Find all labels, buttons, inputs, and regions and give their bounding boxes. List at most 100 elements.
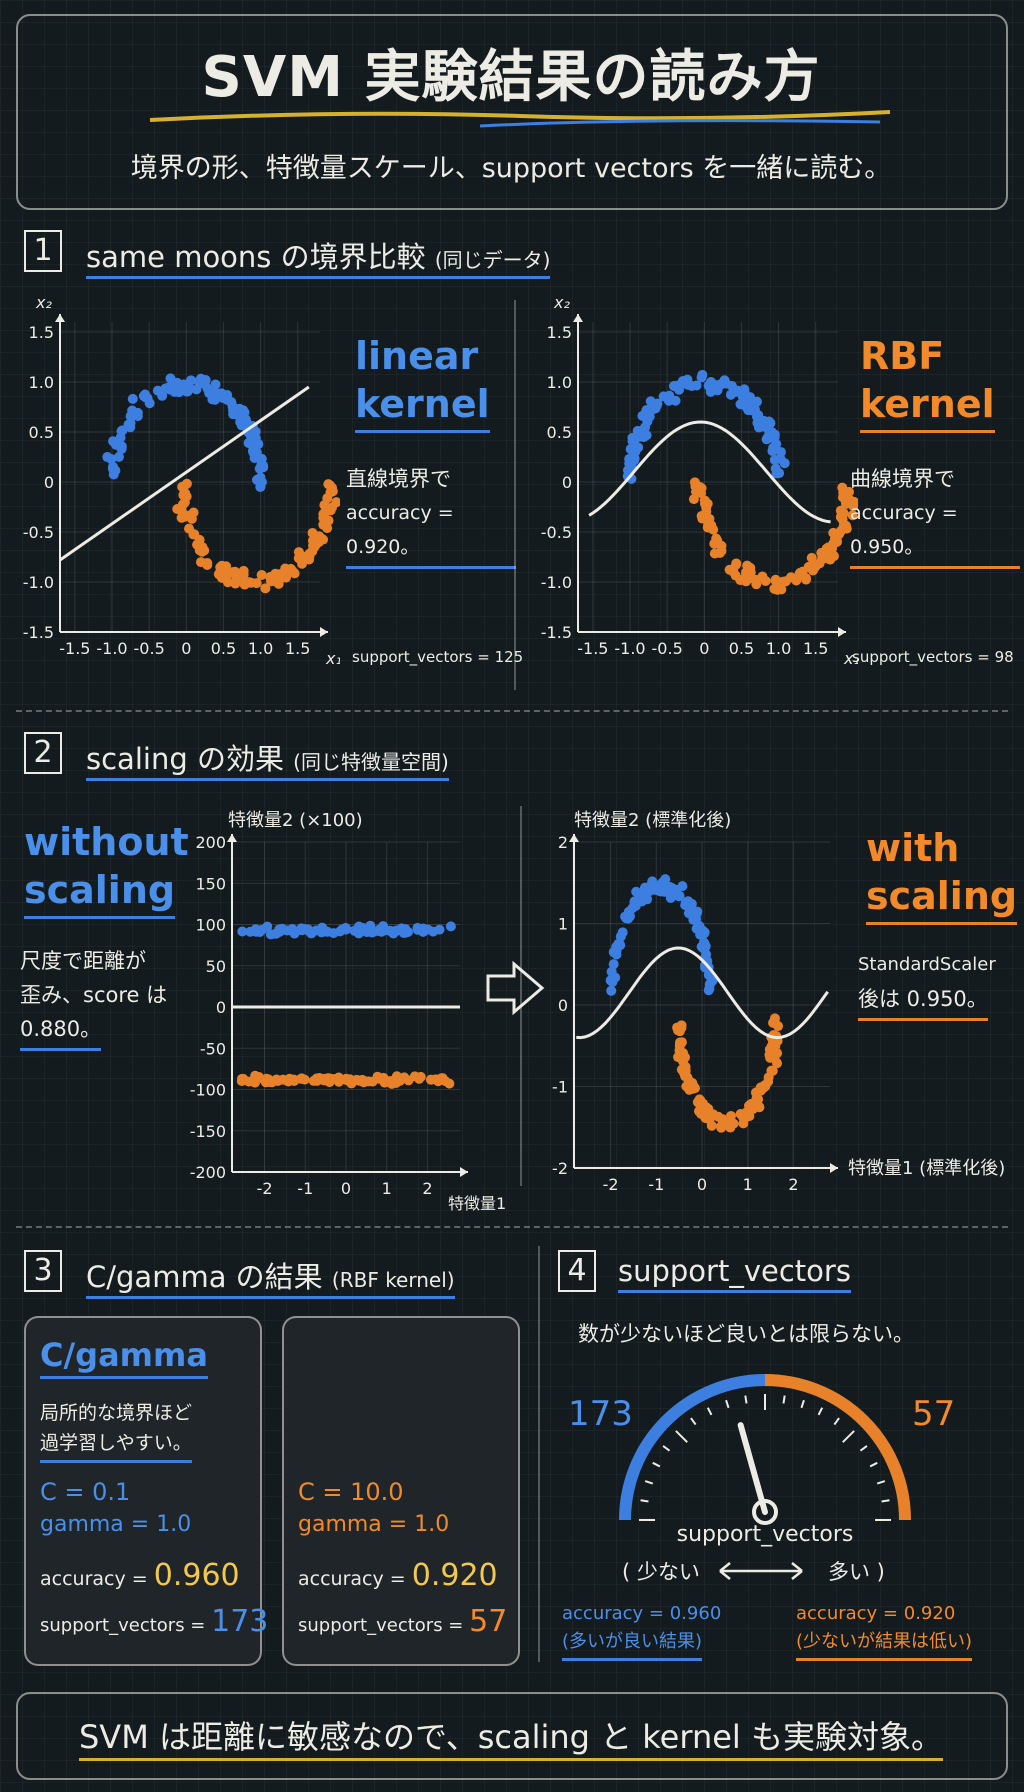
linear-point-class0 [152, 385, 163, 396]
gauge-tick [640, 1499, 649, 1503]
scaled-point-class0 [658, 876, 669, 887]
linear-point-class1 [260, 583, 271, 594]
rbf-point-class1 [837, 511, 848, 522]
rbf-point-class0 [691, 380, 702, 391]
linear-point-class0 [102, 452, 113, 463]
scaled-point-class1 [716, 1120, 727, 1131]
scaled-point-class0 [606, 985, 617, 996]
rbf-point-class1 [838, 520, 849, 531]
section3-title-note: (RBF kernel) [331, 1268, 455, 1292]
scaled-point-class1 [672, 1022, 683, 1033]
unscaled-point-class1 [437, 1073, 448, 1084]
unscaled-point-class1 [333, 1076, 344, 1087]
x-tick-label: -1.5 [59, 639, 90, 658]
scaled-point-class1 [674, 1040, 685, 1051]
scaled-point-class0 [623, 909, 634, 920]
scaled-boundary [576, 946, 829, 1040]
linear-point-class0 [210, 379, 221, 390]
without-label-line1: without [24, 820, 189, 864]
scaled-point-class1 [678, 1048, 689, 1059]
linear-point-class1 [195, 557, 206, 568]
unscaled-point-class1 [351, 1074, 362, 1085]
scaled-point-class0 [608, 959, 619, 970]
with-note-line1: StandardScaler [858, 954, 996, 975]
cgamma-card-1: C/gamma 局所的な境界ほど 過学習しやすい。 C = 0.1 gamma … [24, 1316, 268, 1666]
card2-c: C = 10.0 [298, 1478, 404, 1506]
scaled-point-class1 [738, 1118, 749, 1129]
unscaled-point-class1 [425, 1074, 436, 1085]
linear-point-class1 [326, 502, 337, 513]
linear-label-line2: kernel [355, 380, 490, 433]
rbf-point-class1 [688, 494, 699, 505]
linear-point-class1 [283, 567, 294, 578]
rbf-point-class1 [760, 575, 771, 586]
linear-point-class0 [144, 398, 155, 409]
unscaled-point-class0 [237, 926, 248, 937]
scaled-point-class1 [768, 1017, 779, 1028]
scaled-point-class0 [683, 896, 694, 907]
footer-text: SVM は距離に敏感なので、scaling と kernel も実験対象。 [16, 1712, 1006, 1761]
x-tick-label: -1 [648, 1175, 664, 1194]
scaled-point-class1 [687, 1077, 698, 1088]
scaled-point-class1 [763, 1072, 774, 1083]
rbf-point-class1 [724, 564, 735, 575]
y-tick-label: 1 [558, 915, 568, 934]
linear-point-class0 [108, 461, 119, 472]
linear-point-class0 [225, 397, 236, 408]
gauge-tick [833, 1417, 840, 1426]
scaled-point-class1 [758, 1082, 769, 1093]
section1-title: same moons の境界比較 (同じデータ) [86, 234, 551, 279]
linear-point-class1 [273, 577, 284, 588]
header-frame [16, 14, 1008, 210]
unscaled-point-class1 [237, 1074, 248, 1085]
rbf-point-class1 [745, 562, 756, 573]
rbf-point-class1 [704, 513, 715, 524]
without-label-line2: scaling [24, 866, 176, 919]
x-tick-label: 0 [699, 639, 709, 658]
unscaled-point-class0 [303, 924, 314, 935]
linear-point-class1 [315, 533, 326, 544]
card1-note-line2: 過学習しやすい。 [40, 1428, 192, 1463]
y-tick-label: -150 [190, 1122, 226, 1141]
card1-gamma: gamma = 1.0 [40, 1512, 192, 1537]
without-note-line3: 0.880。 [20, 1012, 102, 1051]
section-divider-2 [16, 1226, 1008, 1228]
gauge-tick [725, 1399, 730, 1409]
card1-heading: C/gamma [40, 1336, 208, 1379]
card1-accuracy-value: 0.960 [153, 1558, 240, 1593]
linear-point-class1 [327, 482, 338, 493]
card2-sv-label: support_vectors = [298, 1615, 464, 1636]
gauge-caption: support_vectors [676, 1522, 854, 1547]
linear-point-class0 [127, 393, 138, 404]
scaled-point-class1 [681, 1071, 692, 1082]
y-tick-label: -0.5 [23, 523, 54, 542]
cgamma-card-2: C = 10.0 gamma = 1.0 accuracy = 0.920 su… [282, 1316, 520, 1666]
scaled-point-class1 [772, 1058, 783, 1069]
unscaled-point-class0 [367, 927, 378, 938]
x-tick-label: -1.5 [577, 639, 608, 658]
x-tick-label: -1.0 [614, 639, 645, 658]
without-note-line2: 歪み、score は [20, 983, 168, 1007]
y-axis-arrow [227, 834, 237, 842]
scaled-point-class1 [725, 1117, 736, 1128]
rbf-point-class0 [668, 381, 679, 392]
scaled-point-class0 [610, 972, 621, 983]
arrow-right-icon [486, 960, 545, 1016]
unscaled-point-class0 [271, 928, 282, 939]
card1-sv-value: 173 [211, 1604, 269, 1639]
unscaled-point-class1 [289, 1074, 300, 1085]
scaled-point-class0 [632, 897, 643, 908]
rbf-point-class0 [715, 380, 726, 391]
gauge-tick [817, 1407, 824, 1416]
scaled-point-class0 [613, 938, 624, 949]
gauge-tick [706, 1407, 713, 1416]
x-tick-label: 0 [697, 1175, 707, 1194]
x-tick-label: 2 [422, 1179, 432, 1198]
section4-number: 4 [558, 1250, 596, 1292]
gauge-tick [842, 1430, 855, 1443]
gauge-right-accuracy: accuracy = 0.920 [796, 1603, 956, 1624]
linear-point-class0 [169, 386, 180, 397]
rbf-point-class0 [641, 430, 652, 441]
gauge-right-result: accuracy = 0.920 (少ないが結果は低い) [796, 1600, 973, 1661]
title-underline [149, 110, 891, 128]
